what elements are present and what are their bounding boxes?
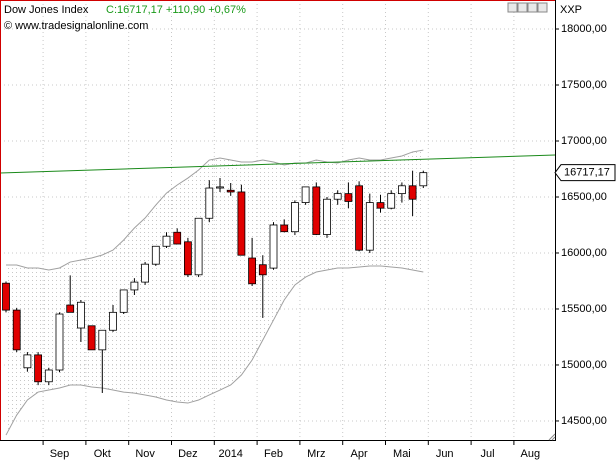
candle-body <box>87 325 96 351</box>
button-max[interactable] <box>527 2 538 13</box>
candle-body <box>66 304 75 313</box>
x-tick-label: 2014 <box>218 448 242 460</box>
candle-body <box>34 354 42 383</box>
candle-body <box>419 172 428 187</box>
plot-area <box>0 0 556 440</box>
candle-body <box>280 224 289 233</box>
candle-body <box>312 186 321 235</box>
candle-body <box>226 189 235 193</box>
candle-body <box>183 241 192 276</box>
y-tick-label: 18000,00 <box>561 23 607 35</box>
y-tick-label: 16500,00 <box>561 191 607 203</box>
candle-body <box>344 193 353 202</box>
y-tick-label: 15500,00 <box>561 303 607 315</box>
candle-body <box>151 245 160 265</box>
x-tick-label: Nov <box>135 448 155 460</box>
resize-grip <box>548 433 556 441</box>
candle-body <box>109 311 117 331</box>
x-tick-label: Jul <box>480 448 494 460</box>
candle-body <box>173 231 182 245</box>
candle-body <box>205 187 214 219</box>
source: © www.tradesignalonline.com <box>4 20 148 32</box>
x-tick-label: Jun <box>436 448 454 460</box>
candle-body <box>98 329 107 351</box>
candle-body <box>258 264 267 276</box>
y-tick-label: 17000,00 <box>561 135 607 147</box>
x-tick-label: Mrz <box>307 448 325 460</box>
candle-body <box>365 202 374 251</box>
candle-body <box>387 193 396 209</box>
button-right[interactable] <box>517 2 528 13</box>
x-tick-label: Apr <box>351 448 368 460</box>
chart-title: Dow Jones Index <box>4 4 89 16</box>
candle-body <box>237 191 246 256</box>
candle-body <box>12 309 21 351</box>
x-tick-label: Feb <box>264 448 283 460</box>
y-tick-label: 14500,00 <box>561 415 607 427</box>
x-tick-label: Okt <box>94 448 111 460</box>
candle-body <box>248 257 257 285</box>
candle-body <box>333 193 342 200</box>
candle-body <box>216 186 224 189</box>
candle-body <box>77 301 85 329</box>
candle-body <box>23 354 32 369</box>
last-price-label: 16717,17 <box>564 167 610 179</box>
button-close[interactable] <box>537 2 548 13</box>
candle-body <box>323 198 331 235</box>
candle-body <box>44 369 53 383</box>
x-tick-label: Dez <box>178 448 198 460</box>
candle-body <box>301 186 310 203</box>
symbol-code: XXP <box>560 4 582 16</box>
band-upper <box>6 149 424 271</box>
x-tick-label: Sep <box>50 448 70 460</box>
candle-body <box>376 202 385 209</box>
y-tick-label: 16000,00 <box>561 247 607 259</box>
y-tick-label: 17500,00 <box>561 79 607 91</box>
candle-body <box>2 282 10 311</box>
candle-body <box>290 202 299 233</box>
candle-body <box>269 224 278 269</box>
candle-body <box>162 235 171 247</box>
chart-subtitle: C:16717,17 +110,90 +0,67% <box>106 4 246 16</box>
y-tick-label: 15000,00 <box>561 359 607 371</box>
candle-body <box>355 185 364 251</box>
candle-body <box>408 185 417 200</box>
candle-body <box>130 281 139 291</box>
x-tick-label: Mai <box>393 448 411 460</box>
last-price-box <box>554 164 616 182</box>
candle-body <box>55 313 64 371</box>
candle-body <box>194 217 203 276</box>
x-tick-label: Aug <box>521 448 541 460</box>
window-buttons[interactable] <box>507 2 548 13</box>
trendline <box>0 154 556 174</box>
candle-body <box>397 185 406 195</box>
band-lower <box>5 265 424 436</box>
candle-body <box>119 289 128 313</box>
candle-body <box>141 263 150 283</box>
button-left[interactable] <box>507 2 518 13</box>
